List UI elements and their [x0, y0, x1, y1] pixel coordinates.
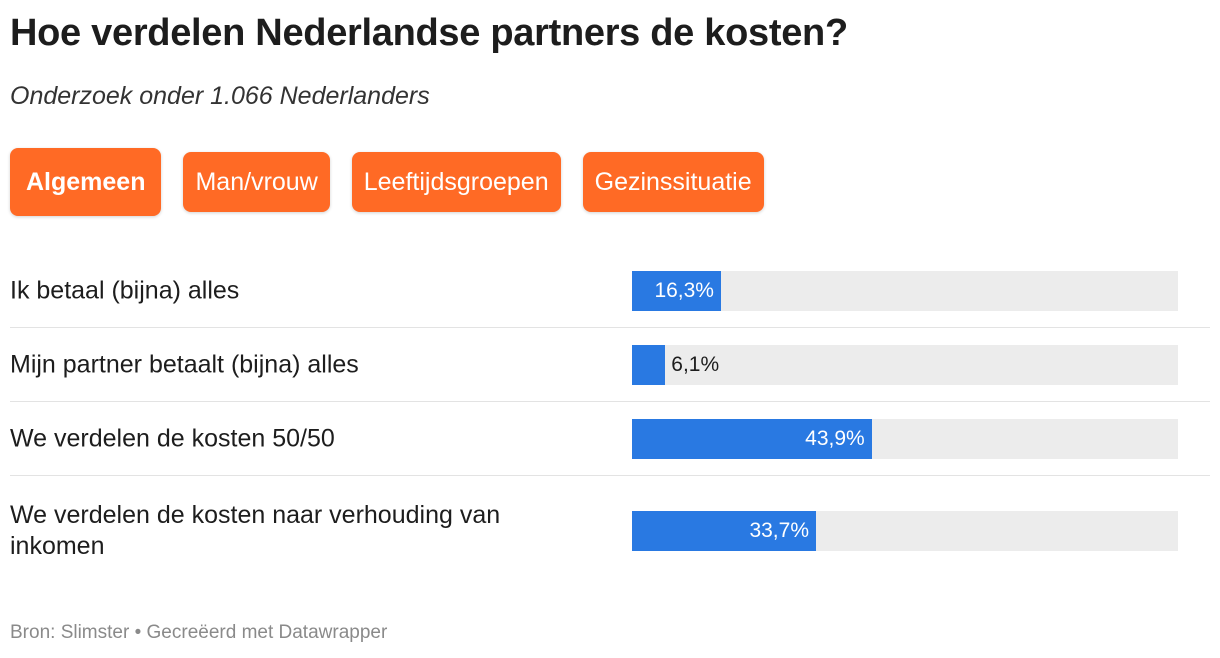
tab-algemeen[interactable]: Algemeen: [10, 148, 162, 216]
tab-leeftijdsgroepen[interactable]: Leeftijdsgroepen: [351, 152, 561, 212]
bar-value-label: 16,3%: [654, 278, 714, 302]
bar-value-label: 33,7%: [749, 519, 809, 542]
bar-label: We verdelen de kosten naar verhouding va…: [10, 501, 501, 560]
bar-fill: [632, 511, 816, 551]
bar-track: 16,3%: [632, 270, 1178, 311]
bar-track: 6,1%: [632, 344, 1178, 385]
bar-fill: [632, 418, 872, 459]
bar-track: 33,7%: [632, 511, 1178, 551]
tab-man-vrouw[interactable]: Man/vrouw: [183, 152, 330, 212]
bar-row: We verdelen de kosten naar verhouding va…: [10, 476, 1210, 586]
bar-value-label: 6,1%: [671, 352, 720, 376]
chart-title: Hoe verdelen Nederlandse partners de kos…: [10, 12, 848, 54]
bar-value-label: 43,9%: [805, 426, 865, 450]
bar-row: We verdelen de kosten 50/50 43,9%: [10, 402, 1210, 476]
bar-fill: [632, 270, 721, 311]
bar-row: Ik betaal (bijna) alles 16,3%: [10, 254, 1210, 328]
tab-gezinssituatie[interactable]: Gezinssituatie: [582, 152, 764, 212]
bar-label: We verdelen de kosten 50/50: [10, 424, 335, 452]
tab-bar: Algemeen Man/vrouw Leeftijdsgroepen Gezi…: [10, 148, 764, 216]
bar-track: 43,9%: [632, 418, 1178, 459]
bar-row: Mijn partner betaalt (bijna) alles 6,1%: [10, 328, 1210, 402]
bar-label: Mijn partner betaalt (bijna) alles: [10, 350, 359, 378]
bar-label: Ik betaal (bijna) alles: [10, 276, 240, 304]
bar-chart: Ik betaal (bijna) alles 16,3% Mijn partn…: [10, 254, 1210, 586]
bar-fill: [632, 344, 666, 385]
source-note: Bron: Slimster • Gecreëerd met Datawrapp…: [10, 622, 388, 643]
chart-subtitle: Onderzoek onder 1.066 Nederlanders: [10, 82, 430, 110]
